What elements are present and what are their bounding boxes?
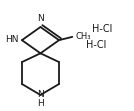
Text: H-Cl: H-Cl: [86, 40, 106, 50]
Text: N: N: [37, 90, 44, 99]
Text: N: N: [37, 14, 44, 23]
Text: CH₃: CH₃: [76, 32, 91, 41]
Text: HN: HN: [5, 35, 19, 44]
Text: H-Cl: H-Cl: [92, 24, 113, 34]
Text: H: H: [37, 99, 44, 108]
